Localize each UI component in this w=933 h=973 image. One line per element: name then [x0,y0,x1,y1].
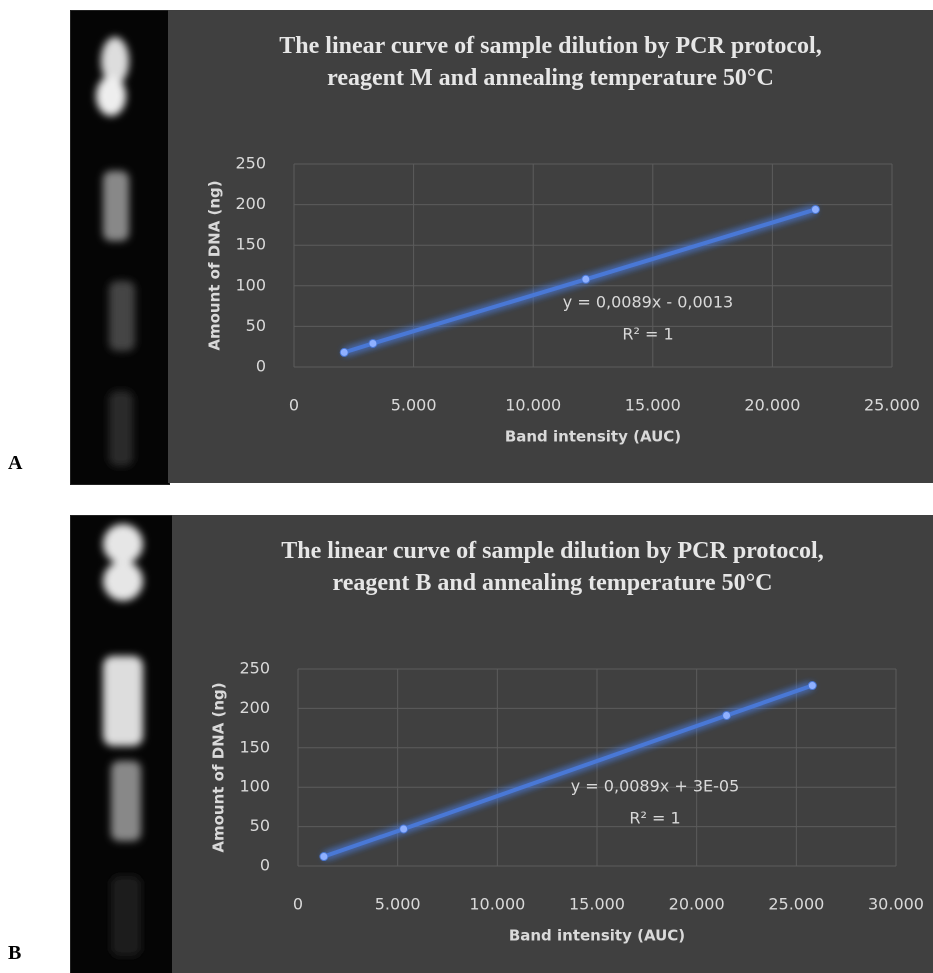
panel-label: A [8,452,22,475]
data-point [369,339,377,347]
figure: A 0 50 100 150 200 250 0 5.000 10.000 15.000 20.000… [0,0,933,973]
y-tick-label: 250 [235,154,266,173]
data-point [320,853,328,861]
x-tick-label: 15.000 [625,396,681,415]
x-tick-label: 20.000 [744,396,800,415]
chart-panel: 0 50 100 150 200 250 0 5.000 10.000 15.000 20.000 2… [172,515,933,973]
data-point [811,205,819,213]
y-tick-label: 50 [246,316,266,335]
y-tick-label: 50 [250,816,270,835]
y-tick-label: 200 [239,698,270,717]
y-tick-label: 150 [239,737,270,756]
y-tick-label: 250 [239,659,270,678]
panel-label: B [8,942,21,965]
y-tick-label: 0 [260,856,270,875]
chart-title: The linear curve of sample dilution by P… [241,30,861,94]
x-tick-label: 10.000 [469,895,525,914]
x-tick-label: 30.000 [868,895,924,914]
equation-annotation: R² = 1 [622,325,673,344]
gel-image [70,10,170,485]
y-tick-label: 100 [235,275,266,294]
x-tick-label: 15.000 [569,895,625,914]
trend-line [344,209,815,352]
y-tick-label: 0 [256,357,266,376]
x-tick-label: 0 [289,396,299,415]
equation-annotation: y = 0,0089x + 3E-05 [571,777,740,796]
y-tick-label: 200 [235,194,266,213]
x-tick-label: 10.000 [505,396,561,415]
x-tick-label: 25.000 [768,895,824,914]
data-point [340,348,348,356]
y-axis-title: Amount of DNA (ng) [206,180,224,350]
data-point [723,711,731,719]
data-point [808,682,816,690]
y-axis-title: Amount of DNA (ng) [210,682,228,852]
x-tick-label: 25.000 [864,396,920,415]
data-point [400,825,408,833]
chart-title: The linear curve of sample dilution by P… [243,535,863,599]
gel-image [70,515,174,973]
x-tick-label: 0 [293,895,303,914]
x-axis-title: Band intensity (AUC) [509,927,685,945]
equation-annotation: y = 0,0089x - 0,0013 [563,293,733,312]
data-point [582,275,590,283]
x-tick-label: 5.000 [375,895,421,914]
chart-panel: 0 50 100 150 200 250 0 5.000 10.000 15.000 20.000 2… [168,10,933,483]
x-tick-label: 20.000 [669,895,725,914]
y-tick-label: 150 [235,235,266,254]
x-axis-title: Band intensity (AUC) [505,428,681,446]
y-tick-label: 100 [239,777,270,796]
x-tick-label: 5.000 [391,396,437,415]
equation-annotation: R² = 1 [629,809,680,828]
